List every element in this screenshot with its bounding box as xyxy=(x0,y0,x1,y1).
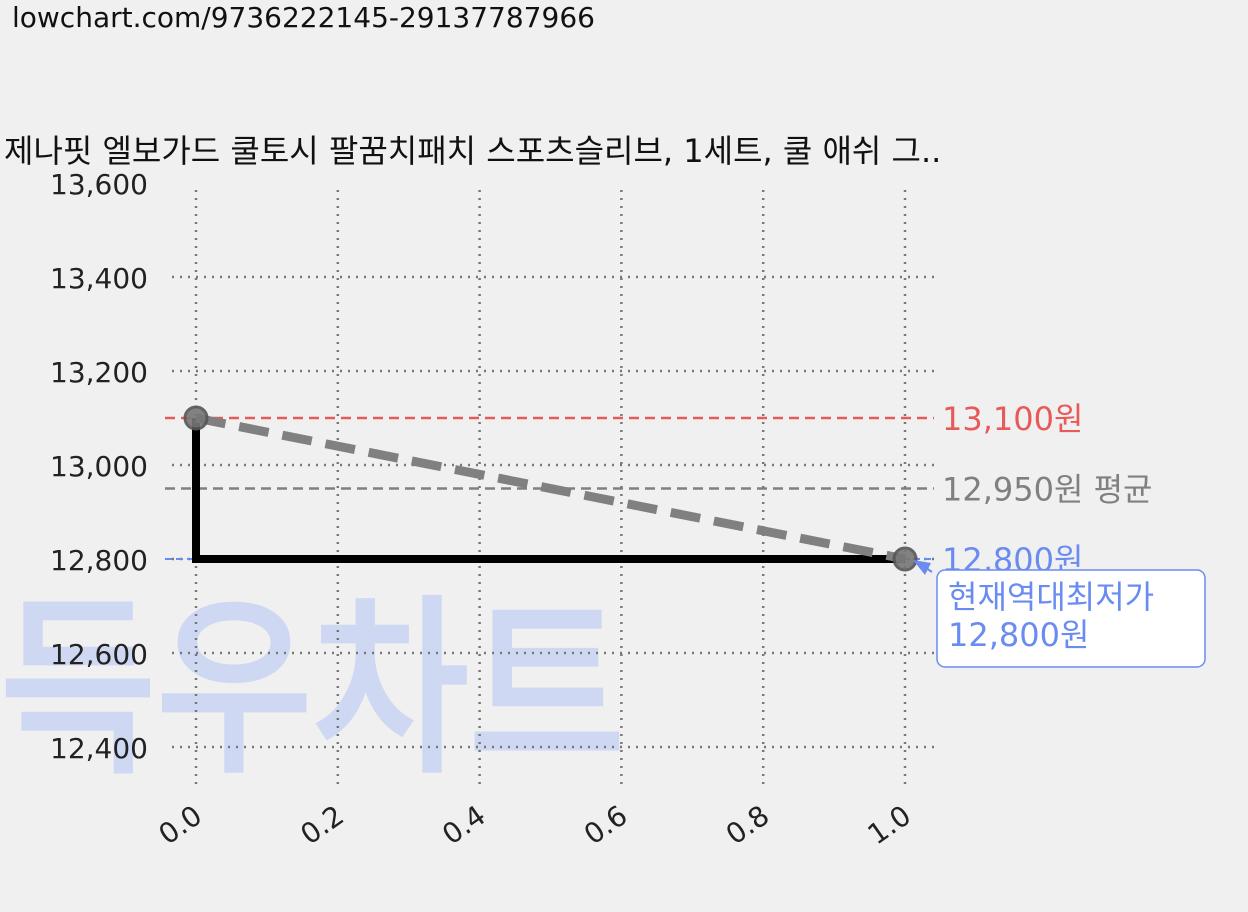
x-tick-label: 1.0 xyxy=(862,799,917,852)
data-point-marker xyxy=(892,546,918,572)
x-axis-ticks: 0.0 0.2 0.4 0.6 0.8 1.0 xyxy=(153,799,917,852)
chart-title: 제나핏 엘보가드 쿨토시 팔꿈치패치 스포츠슬리브, 1세트, 쿨 애쉬 그.. xyxy=(4,132,941,170)
data-point-marker xyxy=(183,405,209,431)
annotation-line: 12,800원 xyxy=(948,616,1089,654)
y-tick-label: 12,400 xyxy=(50,732,148,765)
series xyxy=(192,413,906,564)
data-markers xyxy=(183,405,918,572)
x-tick-label: 0.4 xyxy=(436,799,491,852)
y-tick-label: 13,000 xyxy=(50,450,148,483)
y-tick-label: 12,800 xyxy=(50,544,148,577)
annotation-line: 현재역대최저가 xyxy=(948,578,1154,616)
page-url[interactable]: lowchart.com/9736222145-29137787966 xyxy=(12,1,595,34)
y-tick-label: 12,600 xyxy=(50,638,148,671)
watermark-text: 득우차트 xyxy=(0,579,625,800)
reference-line-label: 13,100원 xyxy=(942,400,1083,438)
x-tick-label: 0.6 xyxy=(578,799,633,852)
y-tick-label: 13,200 xyxy=(50,356,148,389)
y-axis-ticks: 12,400 12,600 12,800 13,000 13,200 13,400 13,6… xyxy=(50,168,148,765)
price-step-line xyxy=(192,418,905,563)
x-tick-label: 0.2 xyxy=(294,799,349,852)
x-tick-label: 0.0 xyxy=(153,799,208,852)
y-tick-label: 13,400 xyxy=(50,262,148,295)
trend-dashed-line xyxy=(195,413,906,564)
y-tick-label: 13,600 xyxy=(50,168,148,201)
reference-line-label: 12,950원 평균 xyxy=(942,471,1152,509)
x-tick-label: 0.8 xyxy=(720,799,775,852)
watermark: 득우차트 xyxy=(0,579,625,800)
annotation-arrowhead xyxy=(913,560,931,575)
annotation-box xyxy=(936,569,1206,668)
